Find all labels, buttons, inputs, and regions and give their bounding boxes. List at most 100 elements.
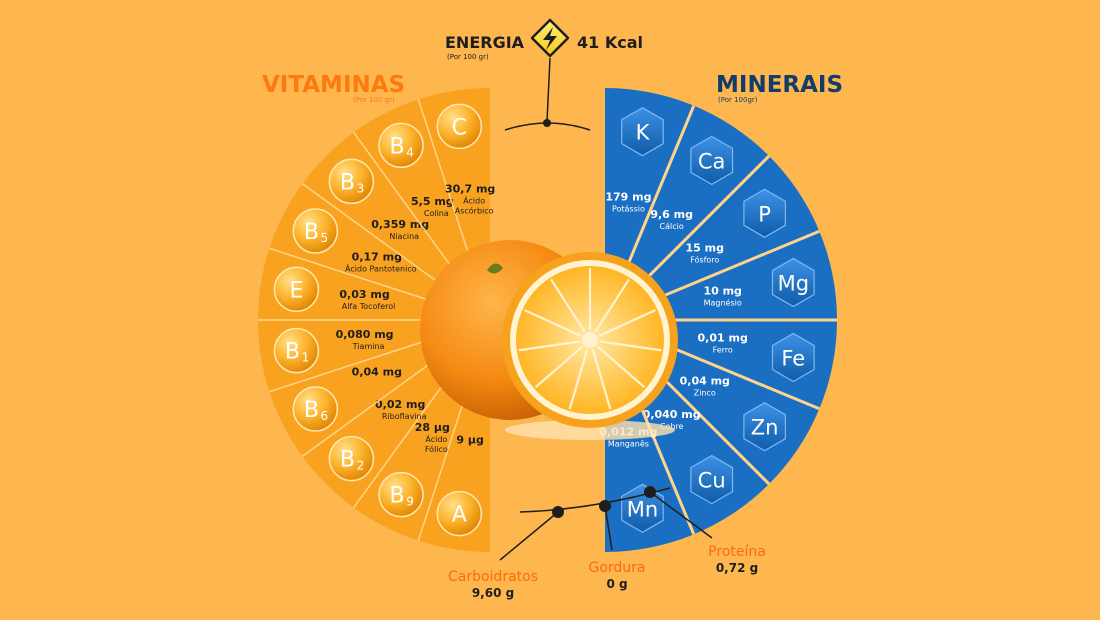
vitamin-value: 0,359 mg — [371, 218, 429, 231]
vitamin-b6: B 6 0,04 mg — [292, 366, 402, 432]
vitamin-name: Alfa Tocoferol — [342, 302, 396, 311]
vitamin-ball — [292, 208, 339, 254]
vitamin-value: 0,02 mg — [375, 398, 425, 411]
vitamin-subscript: 3 — [357, 181, 365, 195]
mineral-symbol: Zn — [751, 416, 779, 440]
vitamins-sub: (Por 100 gr) — [353, 96, 395, 104]
macro-protein-value: 0,72 g — [716, 561, 758, 575]
slice-segments — [518, 268, 662, 410]
mineral-name: Cobre — [660, 422, 684, 431]
vitamin-value: 0,03 mg — [339, 288, 389, 301]
macro-carbs-label: Carboidratos — [448, 569, 538, 585]
lightning-icon — [543, 27, 557, 50]
vitamin-ball — [378, 471, 424, 518]
macro-fat-label: Gordura — [588, 560, 645, 576]
macro-carbs-value: 9,60 g — [472, 586, 514, 600]
mineral-symbol: Mg — [778, 272, 809, 296]
minerals-sub: (Por 100gr) — [718, 96, 758, 104]
energy-connector — [546, 57, 551, 123]
slice-segment-line — [534, 345, 584, 388]
slice-segment-line — [594, 278, 630, 333]
vitamin-subscript: 9 — [406, 495, 414, 509]
slice-segment-line — [596, 345, 646, 388]
mineral-hexagon — [771, 257, 815, 308]
vitamin-symbol: C — [452, 115, 467, 140]
mineral-value: 10 mg — [703, 285, 741, 298]
vitamin-name: Colina — [424, 209, 449, 218]
vitamin-value: 0,17 mg — [352, 250, 402, 263]
slice-segment-line — [550, 278, 586, 333]
vitamin-ball — [378, 122, 424, 169]
vitamin-symbol: E — [289, 278, 303, 303]
vitamin-name-line2: Fólico — [425, 444, 448, 454]
macro-fat-value: 0 g — [606, 577, 627, 591]
energy-block: ENERGIA (Por 100 gr) 41 Kcal — [445, 18, 643, 131]
slice-segment-line — [518, 340, 581, 352]
vitamin-ball — [328, 435, 375, 482]
macros-block: Carboidratos 9,60 g Gordura 0 g Proteína… — [448, 486, 766, 600]
mineral-name: Zinco — [694, 389, 716, 398]
vitamin-name: Riboflavina — [382, 412, 427, 421]
vitamin-symbol: B — [389, 134, 404, 159]
vitamins-title: VITAMINAS — [262, 72, 405, 98]
vitamin-ball — [436, 103, 483, 150]
mineral-hexagon — [771, 332, 815, 383]
mineral-value: 0,040 mg — [643, 408, 701, 421]
mineral-name: Ferro — [713, 345, 733, 354]
mineral-symbol: Fe — [781, 346, 805, 370]
vitamin-name: Ácido — [463, 195, 485, 206]
slice-segment-line — [598, 309, 656, 337]
mineral-value: 9,6 mg — [650, 208, 693, 221]
vitamin-subscript: 5 — [321, 231, 329, 245]
mineral-symbol: Mn — [627, 497, 658, 521]
vitamin-value: 28 µg — [415, 421, 450, 434]
vitamin-value: 0,04 mg — [352, 366, 402, 379]
vitamin-value: 30,7 mg — [445, 183, 495, 196]
vitamin-symbol: B — [340, 170, 355, 195]
mineral-name: Cálcio — [660, 222, 684, 231]
mineral-value: 15 mg — [686, 241, 724, 254]
minerals-title: MINERAIS — [716, 72, 843, 98]
mineral-hexagon — [743, 188, 787, 238]
vitamin-name: Ácido — [425, 433, 447, 444]
vitamin-symbol: A — [452, 503, 467, 528]
mineral-value: 179 mg — [605, 190, 651, 203]
macro-protein-label: Proteína — [708, 544, 766, 560]
vitamin-value: 5,5 mg — [411, 195, 454, 208]
mineral-hexagon — [621, 107, 664, 157]
mineral-symbol: P — [758, 202, 771, 226]
mineral-name: Fósforo — [690, 254, 719, 264]
vitamin-symbol: B — [304, 398, 319, 423]
orange-shadow — [505, 420, 675, 440]
mineral-hexagon — [690, 454, 734, 505]
vitamin-ball — [273, 327, 320, 374]
vitamin-name: Niacina — [389, 232, 419, 241]
mineral-symbol: Cu — [698, 469, 726, 493]
vitamin-ball — [436, 490, 483, 537]
energy-label: ENERGIA — [445, 33, 525, 52]
slice-segment-line — [524, 309, 582, 337]
mineral-hexagon — [690, 135, 734, 186]
vitamin-subscript: 1 — [302, 351, 310, 365]
mineral-name: Magnésio — [704, 298, 742, 308]
vitamin-symbol: B — [389, 484, 404, 509]
mineral-name: Manganês — [608, 439, 649, 449]
energy-sub: (Por 100 gr) — [447, 53, 489, 61]
vitamin-name: Tiamina — [352, 342, 385, 351]
mineral-symbol: K — [636, 121, 651, 145]
vitamin-value: 9 µg — [456, 433, 483, 446]
vitamin-ball — [328, 158, 375, 205]
